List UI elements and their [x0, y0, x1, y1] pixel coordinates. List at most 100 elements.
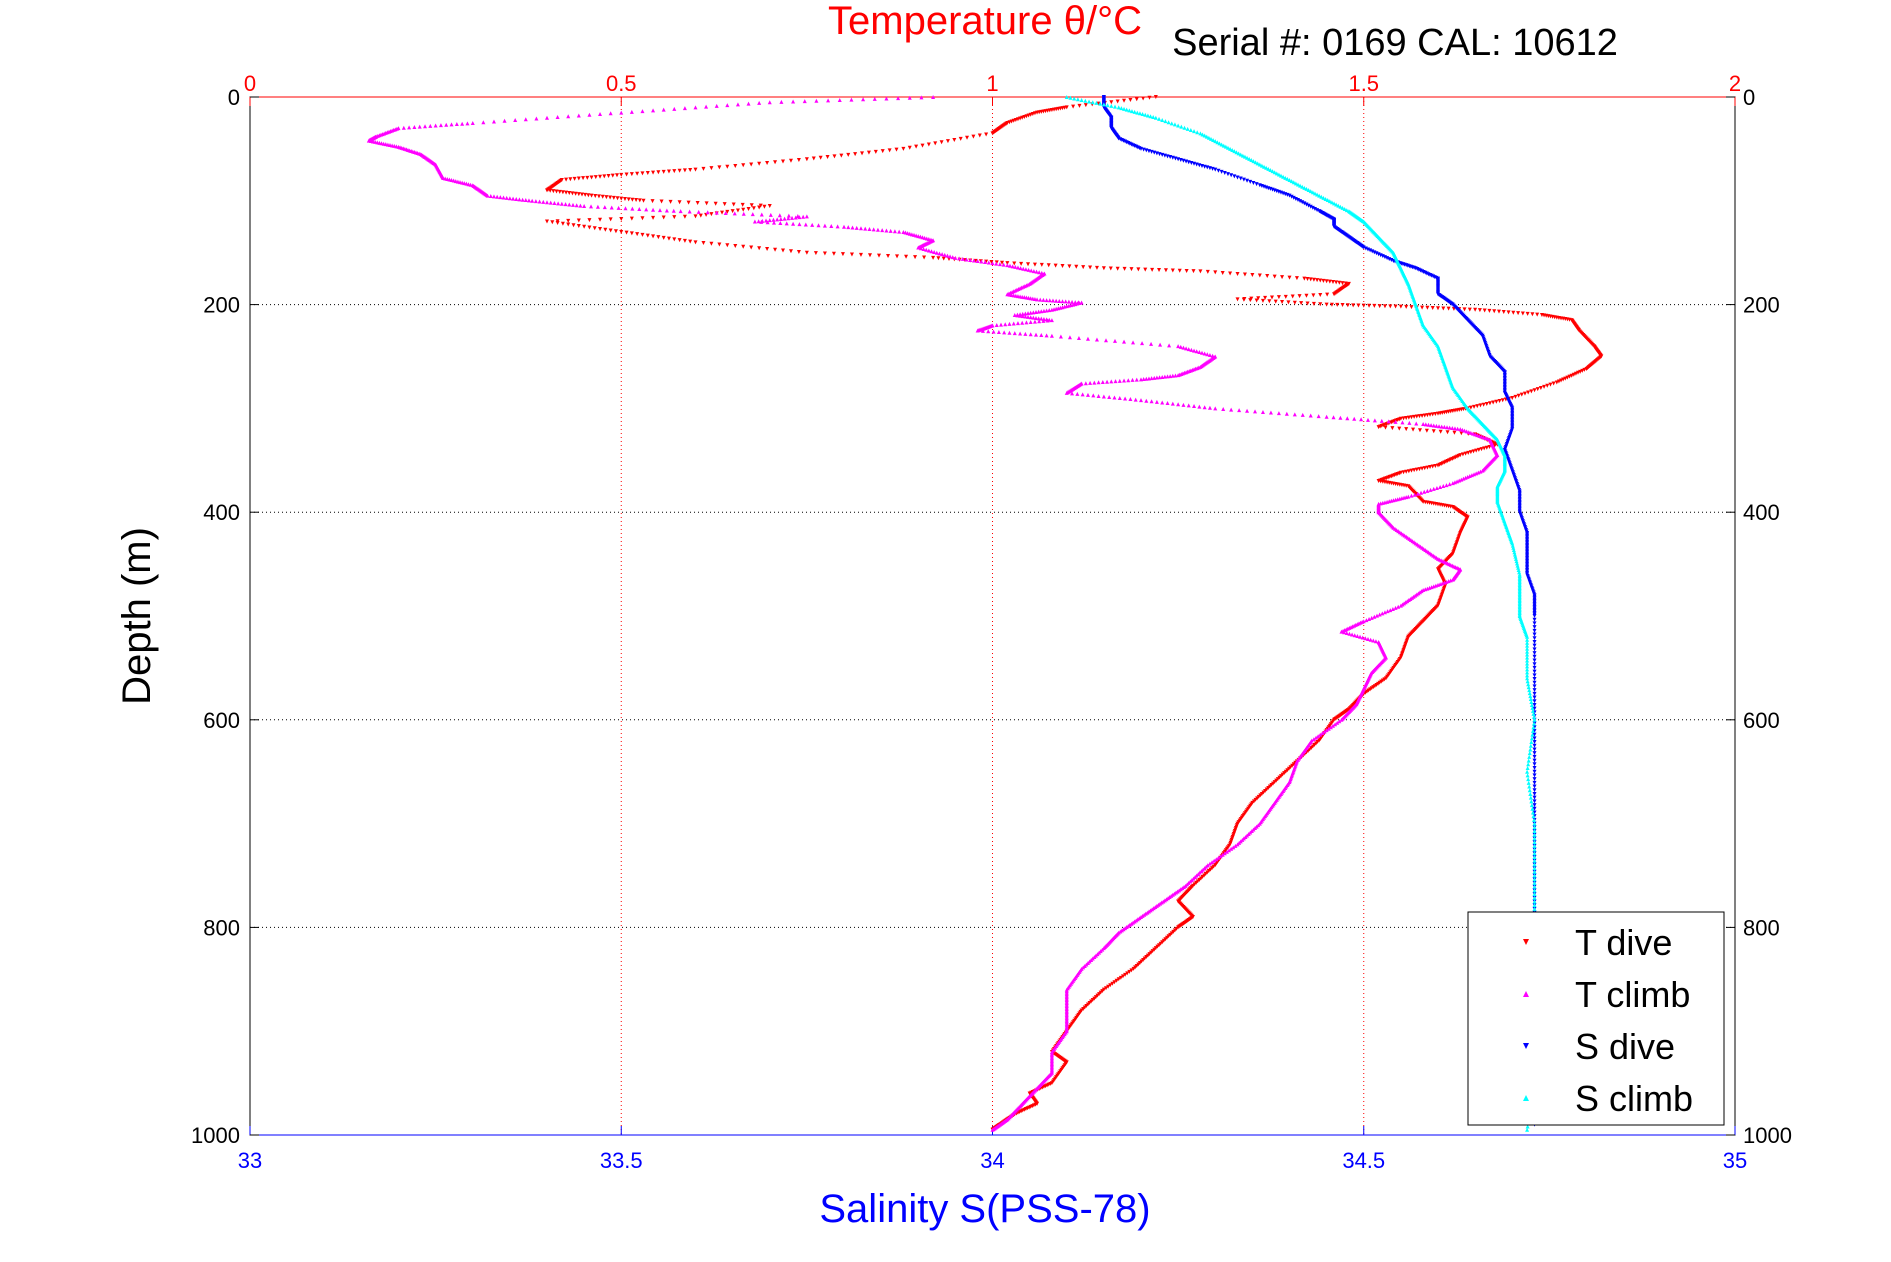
data-point	[1532, 892, 1537, 897]
data-point	[801, 214, 806, 219]
data-point	[1527, 688, 1532, 693]
data-point	[1224, 849, 1229, 854]
data-point	[686, 200, 691, 205]
data-point	[1023, 267, 1028, 272]
data-point	[677, 200, 682, 205]
data-point	[444, 122, 449, 127]
data-point	[907, 145, 912, 150]
data-point	[1238, 152, 1243, 157]
data-point	[1173, 373, 1178, 378]
data-point	[640, 171, 645, 176]
data-point	[1117, 396, 1122, 401]
data-point	[1465, 474, 1470, 479]
data-point	[1531, 721, 1536, 726]
data-point	[975, 328, 980, 333]
data-point	[1305, 301, 1310, 306]
data-point	[1172, 122, 1177, 127]
data-point	[651, 207, 656, 212]
data-point	[1455, 426, 1460, 431]
data-point	[1122, 339, 1127, 344]
data-point	[1293, 196, 1298, 201]
data-point	[640, 216, 645, 221]
data-point	[1107, 394, 1112, 399]
data-point	[1122, 106, 1127, 111]
data-point	[460, 121, 465, 126]
data-point	[1250, 273, 1255, 278]
data-point	[872, 96, 877, 101]
data-point	[1020, 320, 1025, 325]
data-point	[576, 176, 581, 181]
data-point	[732, 211, 737, 216]
data-point	[693, 214, 698, 219]
data-point	[1532, 888, 1537, 893]
data-point	[1532, 654, 1537, 659]
data-point	[656, 170, 661, 175]
data-point	[1532, 680, 1537, 685]
data-point	[1222, 851, 1227, 856]
data-point	[552, 201, 557, 206]
data-point	[822, 223, 827, 228]
data-point	[1165, 374, 1170, 379]
data-point	[1295, 182, 1300, 187]
data-point	[1230, 148, 1235, 153]
data-point	[920, 143, 925, 148]
data-point	[1345, 416, 1350, 421]
data-point	[1177, 268, 1182, 273]
data-point	[786, 216, 791, 221]
data-point	[1532, 665, 1537, 670]
data-point	[672, 215, 677, 220]
data-point	[998, 322, 1003, 327]
data-point	[637, 198, 642, 203]
data-point	[1506, 310, 1511, 315]
data-point	[1388, 304, 1393, 309]
data-point	[1212, 858, 1217, 863]
data-point	[576, 192, 581, 197]
data-point	[593, 193, 598, 198]
data-point	[916, 245, 921, 250]
data-point	[1315, 192, 1320, 197]
data-point	[1337, 719, 1342, 724]
data-point	[1308, 413, 1313, 418]
data-point	[678, 209, 683, 214]
data-point	[1532, 821, 1537, 826]
data-point	[804, 157, 809, 162]
data-point	[1532, 699, 1537, 704]
data-point	[1191, 269, 1196, 274]
data-point	[1290, 294, 1295, 299]
right-axis-tick-label: 0	[1743, 85, 1755, 110]
data-point	[704, 201, 709, 206]
data-point	[1321, 195, 1326, 200]
data-point	[1496, 309, 1501, 314]
data-point	[1384, 676, 1389, 681]
data-point	[804, 214, 809, 219]
data-point	[1337, 280, 1342, 285]
data-point	[1064, 95, 1069, 99]
data-point	[1532, 862, 1537, 867]
data-point	[1023, 314, 1028, 319]
data-point	[1010, 264, 1015, 269]
data-point	[1222, 170, 1227, 175]
data-point	[570, 191, 575, 196]
data-point	[1021, 266, 1026, 271]
data-point	[589, 204, 594, 209]
data-point	[1276, 172, 1281, 177]
data-point	[1452, 426, 1457, 431]
data-point	[1339, 629, 1344, 634]
data-point	[563, 202, 568, 207]
data-point	[1221, 406, 1226, 411]
data-point	[1441, 306, 1446, 311]
data-point	[1344, 208, 1349, 213]
data-point	[1376, 681, 1381, 686]
data-point	[940, 252, 945, 257]
data-point	[560, 221, 565, 226]
data-point	[964, 257, 969, 262]
data-point	[556, 201, 561, 206]
data-point	[1532, 784, 1537, 789]
data-point	[1447, 425, 1452, 430]
data-point	[1532, 758, 1537, 763]
data-point	[788, 158, 793, 163]
data-point	[582, 224, 587, 229]
data-point	[1532, 736, 1537, 741]
data-point	[1153, 95, 1158, 99]
data-point	[1015, 321, 1020, 326]
